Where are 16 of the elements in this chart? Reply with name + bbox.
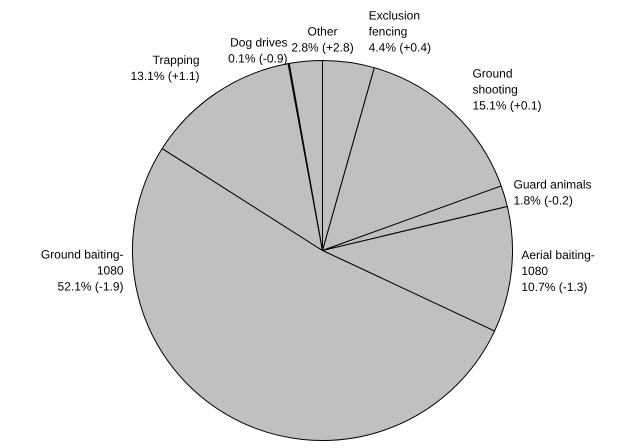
data-label: 4.4% (+0.4) — [368, 40, 432, 54]
data-label: 1.8% (-0.2) — [513, 194, 573, 208]
data-label: 2.8% (+2.8) — [291, 40, 354, 54]
slice-label: Ground baiting-1080 — [40, 247, 124, 278]
slice-label: Trapping — [152, 53, 200, 68]
slice-label: Other — [307, 24, 338, 38]
data-label: 0.1% (-0.9) — [228, 52, 288, 66]
slice-label: Guard animals — [513, 178, 592, 192]
data-label: 13.1% (+1.1) — [130, 69, 200, 84]
data-label: 52.1% (-1.9) — [58, 280, 124, 294]
slice-label: Dog drives — [230, 35, 288, 50]
slice-label: Aerial baiting-1080 — [521, 248, 595, 278]
data-label: 15.1% (+0.1) — [472, 98, 542, 113]
slice-label: Exclusion fencing — [368, 8, 420, 38]
slice-label: Ground shooting — [472, 66, 518, 97]
data-label: 10.7% (-1.3) — [521, 280, 588, 294]
